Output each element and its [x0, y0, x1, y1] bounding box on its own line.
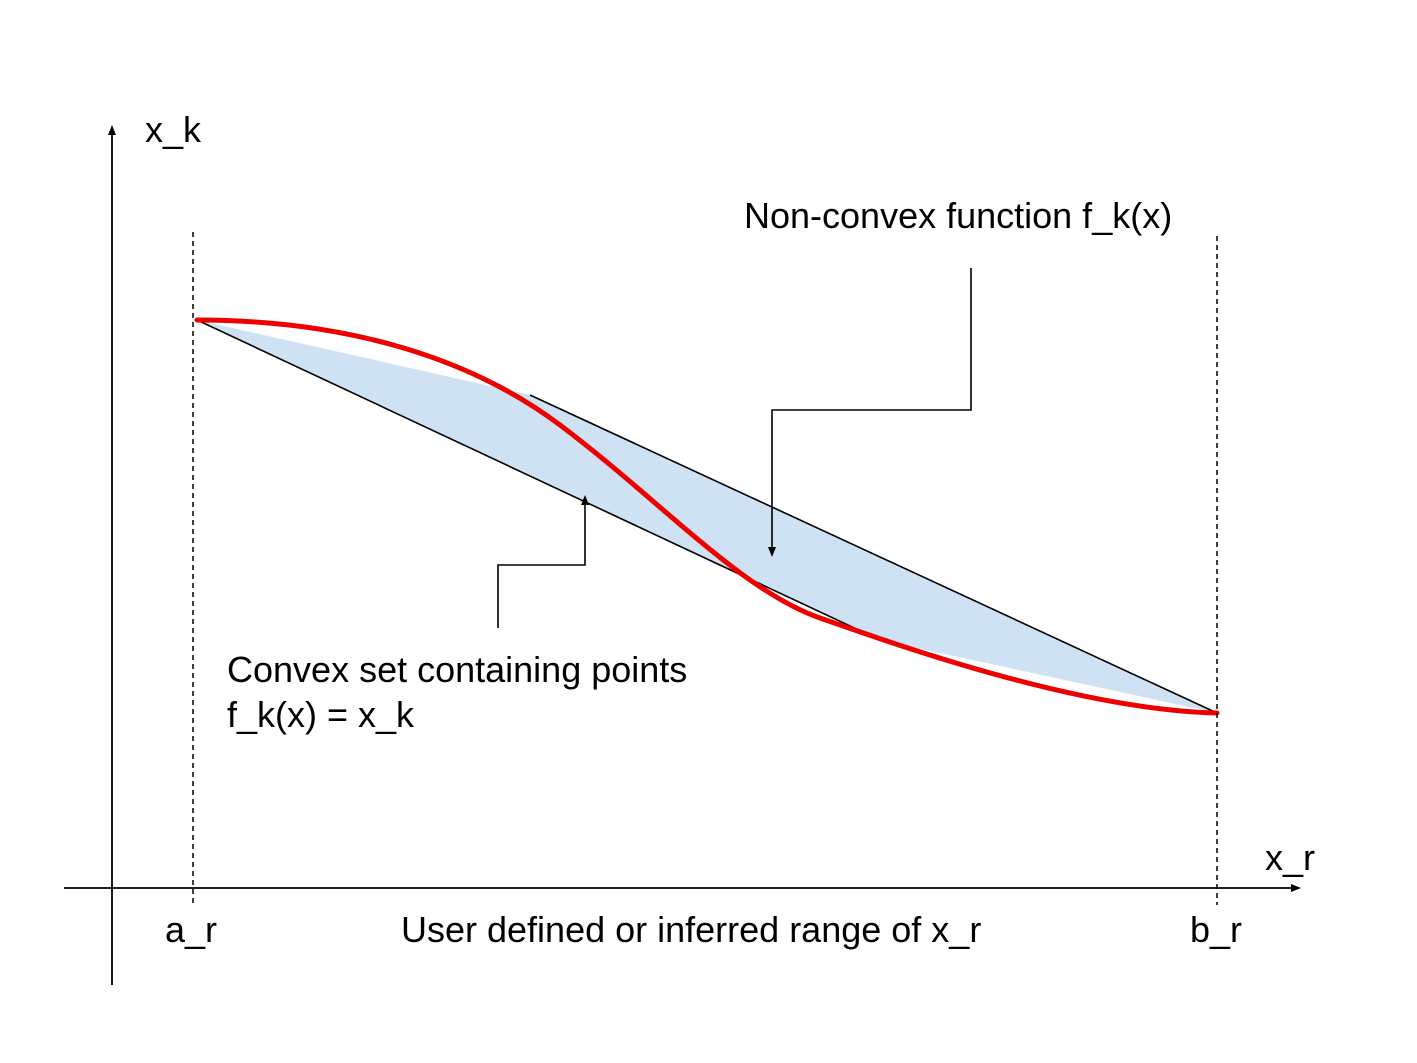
convex-set-region [197, 320, 1217, 713]
y-axis-label: x_k [145, 109, 202, 150]
range-left-label: a_r [165, 909, 217, 950]
lower-bound-line [196, 319, 881, 641]
convex-set-label-line2: f_k(x) = x_k [227, 694, 415, 735]
function-label: Non-convex function f_k(x) [744, 195, 1172, 236]
convex-set-callout-arrow [497, 495, 589, 628]
convex-set-label-line1: Convex set containing points [227, 649, 687, 690]
range-right-label: b_r [1190, 909, 1242, 950]
x-axis-label: x_r [1265, 837, 1315, 878]
function-callout-arrow [768, 268, 972, 557]
range-caption: User defined or inferred range of x_r [401, 909, 981, 950]
non-convex-curve [194, 317, 1220, 716]
upper-bound-line [529, 394, 1218, 714]
